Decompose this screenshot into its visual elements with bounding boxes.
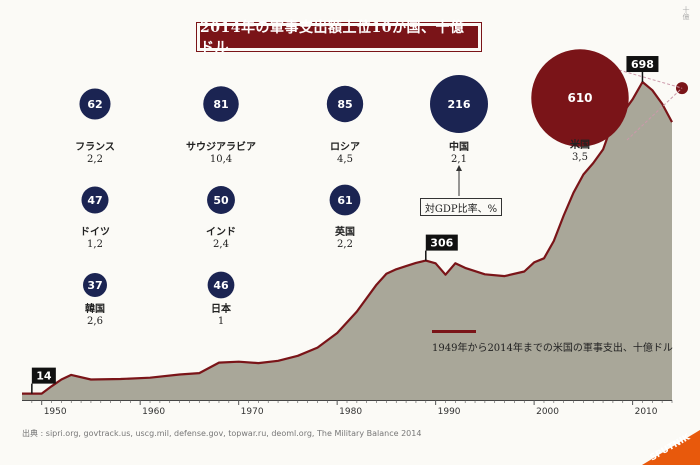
logo-shape: [642, 430, 700, 465]
gdp-share: 2,2: [87, 154, 103, 165]
gdp-pointer-head: [456, 165, 462, 171]
country-bubble: [531, 49, 629, 147]
gdp-share: 3,5: [572, 152, 588, 163]
x-tick-label: 1990: [438, 407, 461, 417]
side-caption: 十億: [682, 6, 690, 20]
gdp-ratio-label: 対GDP比率、%: [420, 198, 502, 216]
bubble-value: 46: [213, 279, 229, 292]
bubble-value: 610: [567, 91, 592, 105]
country-name: フランス: [75, 141, 115, 153]
country-bubble: [81, 186, 109, 214]
gdp-share: 4,5: [337, 154, 353, 165]
country-name: 英国: [334, 225, 355, 238]
legend-line: [432, 330, 476, 333]
gdp-share: 1,2: [87, 239, 103, 250]
gdp-share: 2,4: [213, 239, 229, 250]
country-bubble: [326, 85, 364, 123]
legend-label: 1949年から2014年までの米国の軍事支出、十億ドル: [432, 343, 673, 354]
country-bubble: [329, 184, 361, 216]
x-tick-label: 1980: [339, 407, 362, 417]
source-note: 出典 : sipri.org, govtrack.us, uscg.mil, d…: [22, 429, 422, 438]
country-bubble: [430, 75, 488, 133]
bubble-value: 62: [87, 98, 102, 111]
country-name: 日本: [211, 302, 232, 315]
bubble-value: 81: [213, 98, 228, 111]
title-frame: 2014年の軍事支出額上位10か国、十億ドル: [196, 20, 482, 56]
x-tick-label: 1960: [142, 407, 165, 417]
x-tick-label: 1950: [44, 407, 67, 417]
area-fill: [22, 82, 672, 400]
country-name: サウジアラビア: [186, 140, 256, 153]
chart-title: 2014年の軍事支出額上位10か国、十億ドル: [200, 20, 478, 56]
annotation-flag: [31, 367, 56, 384]
bubble-value: 50: [213, 194, 229, 207]
country-name: 韓国: [85, 302, 105, 315]
bubble-value: 47: [87, 194, 102, 207]
gdp-share: 2,6: [87, 316, 103, 327]
annotation-flag: [425, 234, 458, 251]
bubble-value: 85: [337, 98, 352, 111]
sputnik-logo: SPUTNIK: [622, 420, 700, 465]
gdp-share: 1: [218, 316, 224, 327]
country-bubble: [79, 88, 111, 120]
bubble-value: 216: [448, 98, 471, 111]
country-bubble: [207, 271, 235, 299]
annotation-label: 306: [430, 237, 453, 250]
us-connector: [618, 69, 683, 89]
gdp-share: 2,2: [337, 239, 353, 250]
country-bubble: [83, 273, 107, 297]
country-name: ロシア: [330, 141, 360, 153]
legend: 1949年から2014年までの米国の軍事支出、十億ドル: [432, 330, 673, 354]
series-line: [21, 80, 673, 395]
country-name: 米国: [570, 138, 590, 151]
bubble-value: 37: [87, 279, 102, 292]
country-bubble: [207, 186, 235, 214]
country-name: ドイツ: [80, 226, 110, 238]
gdp-share: 10,4: [210, 154, 232, 165]
annotation-label: 14: [36, 370, 52, 383]
us-connector: [626, 87, 683, 141]
annotation-flag: [626, 56, 659, 73]
gdp-share: 2,1: [451, 154, 467, 165]
x-tick-label: 2000: [536, 407, 559, 417]
logo-wedge: [642, 430, 700, 465]
country-name: インド: [206, 226, 236, 238]
x-tick-label: 2010: [635, 407, 658, 417]
bubble-value: 61: [337, 194, 352, 207]
country-bubble: [203, 86, 239, 122]
country-name: 中国: [449, 140, 469, 153]
x-tick-label: 1970: [241, 407, 264, 417]
annotation-label: 698: [631, 58, 654, 71]
